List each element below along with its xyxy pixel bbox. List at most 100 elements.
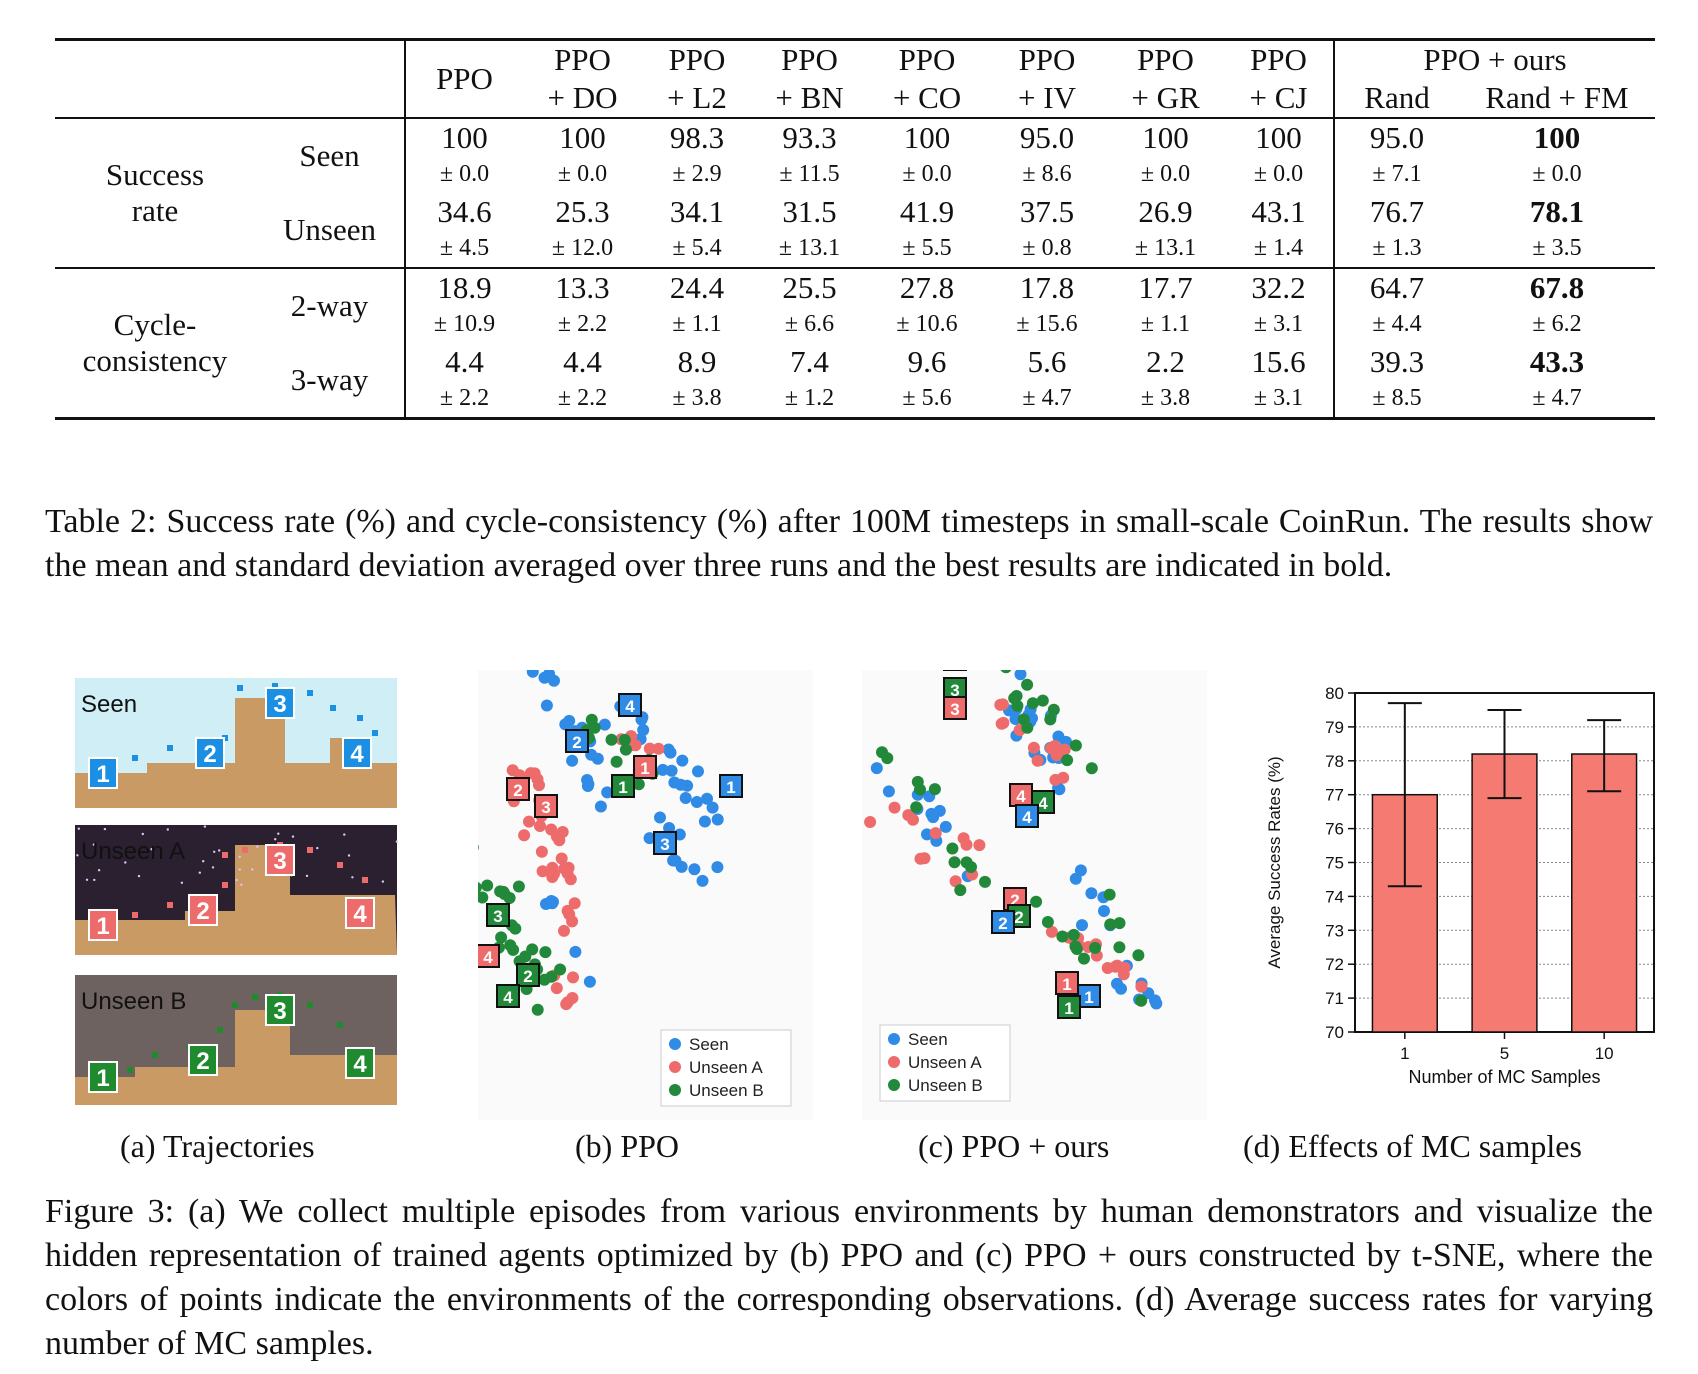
tsne-point [619, 743, 632, 756]
trajectory-panel: 1 2 3 4 Seen 1 2 3 4 Unseen A 1 2 3 4 Unseen B [0, 670, 420, 1120]
star [198, 871, 201, 874]
table: PPO PPO PPO PPO PPO PPO PPO PPO PPO + ours + DO + … [55, 38, 1655, 420]
cell-mean: 5.6 [1027, 344, 1067, 379]
cell-mean: 39.3 [1369, 344, 1425, 379]
cell-std: ± 4.5 [439, 235, 490, 261]
tsne-point [1069, 739, 1082, 752]
trajectory-dot [272, 683, 278, 689]
star [166, 828, 169, 831]
tsne-point [550, 982, 563, 995]
waypoint-label: 3 [273, 998, 286, 1025]
tsne-point [1113, 941, 1126, 954]
tsne-point [711, 861, 724, 874]
legend-box [879, 1024, 1011, 1102]
tsne-point [643, 832, 656, 845]
cell-std: ± 1.1 [672, 311, 722, 337]
tsne-point [518, 829, 531, 842]
waypoint-label: 4 [353, 1051, 367, 1078]
waypoint-label: 4 [353, 901, 367, 928]
subcaption-b: (b) PPO [575, 1128, 680, 1164]
tsne-point [481, 879, 494, 892]
cell-std: ± 7.1 [1372, 161, 1422, 187]
legend-label: Seen [908, 1030, 948, 1049]
cell-std: ± 13.1 [778, 235, 841, 261]
table-row: Success rate Seen 100 ± 0.0 100 ± 0.0 98.3 ± 2.9… [55, 117, 1655, 268]
group-header: PPO + ours [1333, 38, 1655, 79]
cell-std: ± 5.6 [902, 385, 952, 411]
cell-std: ± 0.0 [439, 161, 490, 187]
cell-mean: 95.0 [1019, 120, 1075, 155]
column-header: PPO [523, 38, 642, 79]
tsne-point [1104, 918, 1117, 931]
trajectory-marker [1055, 971, 1079, 995]
results-table: PPO PPO PPO PPO PPO PPO PPO PPO PPO + ours + DO + … [55, 38, 1655, 420]
table-cell: 64.7 ± 4.4 [1333, 267, 1459, 343]
trajectory-marker-label: 4 [1038, 794, 1048, 813]
trajectory-marker-label: 2 [523, 967, 532, 986]
legend-label: Unseen B [689, 1081, 764, 1100]
cell-std: ± 5.5 [902, 235, 952, 261]
tsne-point [954, 884, 967, 897]
cell-std: ± 8.5 [1372, 385, 1422, 411]
table-cell: 43.1 ± 1.4 [1224, 193, 1334, 268]
cell-mean: 18.9 [437, 270, 492, 305]
table-cell: 5.6 ± 4.7 [987, 343, 1107, 420]
environment-label: Unseen B [81, 988, 186, 1015]
cell-mean: 34.6 [437, 194, 492, 229]
star [238, 868, 241, 871]
cell-std: ± 4.4 [1372, 311, 1422, 337]
tsne-point [870, 762, 883, 775]
tsne-point [498, 888, 511, 900]
table-cell: 9.6 ± 5.6 [867, 343, 987, 420]
trajectory-marker [486, 903, 510, 927]
row-label: 2-way [255, 267, 405, 343]
waypoint-label: 3 [273, 691, 286, 718]
table-cell: 34.1 ± 5.4 [642, 193, 752, 268]
tsne-point [632, 778, 645, 791]
cell-mean: 100 [559, 120, 606, 155]
cell-std: ± 2.2 [557, 311, 608, 337]
trajectory-marker-label: 3 [493, 907, 502, 926]
tsne-point [561, 904, 574, 917]
cell-mean: 25.5 [782, 270, 837, 305]
trajectory-marker-label: 4 [483, 948, 493, 967]
trajectory-marker-label: 3 [541, 798, 550, 817]
cell-mean: 8.9 [677, 344, 717, 379]
tsne-point [914, 852, 927, 865]
cell-mean: 2.2 [1146, 344, 1185, 379]
cell-mean: 4.4 [563, 344, 602, 379]
waypoint-marker [88, 757, 118, 789]
tsne-point [939, 820, 952, 833]
cell-mean: 34.1 [669, 194, 725, 229]
cell-mean: 17.8 [1019, 270, 1075, 305]
waypoint-marker [88, 909, 118, 941]
tsne-point [554, 963, 567, 976]
cell-mean: 100 [1142, 120, 1189, 155]
cell-mean: 76.7 [1369, 194, 1425, 229]
table-cell: 24.4 ± 1.1 [642, 267, 752, 343]
tsne-point [1047, 703, 1060, 716]
trajectory-marker-label: 2 [1010, 891, 1019, 910]
cell-std: ± 6.2 [1532, 311, 1582, 337]
trajectory-marker [653, 831, 677, 855]
trajectory-marker [534, 794, 558, 818]
section-label-line: rate [131, 193, 179, 228]
y-tick-label: 80 [1325, 684, 1344, 703]
trajectory-marker-label: 4 [625, 697, 635, 716]
table-cell: 25.3 ± 12.0 [523, 193, 642, 268]
tsne-point [1070, 943, 1083, 955]
trajectory-marker-label: 2 [998, 914, 1007, 933]
tsne-point [476, 891, 489, 904]
section-label-line: Success [105, 157, 205, 192]
trajectory-dot [372, 730, 378, 736]
ground [75, 698, 397, 808]
table-cell: 100 ± 0.0 [1459, 117, 1655, 193]
table-cell: 17.8 ± 15.6 [987, 267, 1107, 343]
tsne-point [1014, 668, 1027, 681]
legend-swatch [888, 1056, 900, 1068]
legend-box [660, 1029, 792, 1107]
cell-std: ± 4.7 [1532, 385, 1582, 411]
tsne-point [882, 785, 895, 798]
waypoint-marker [342, 737, 372, 769]
trajectory-marker [1015, 804, 1039, 828]
